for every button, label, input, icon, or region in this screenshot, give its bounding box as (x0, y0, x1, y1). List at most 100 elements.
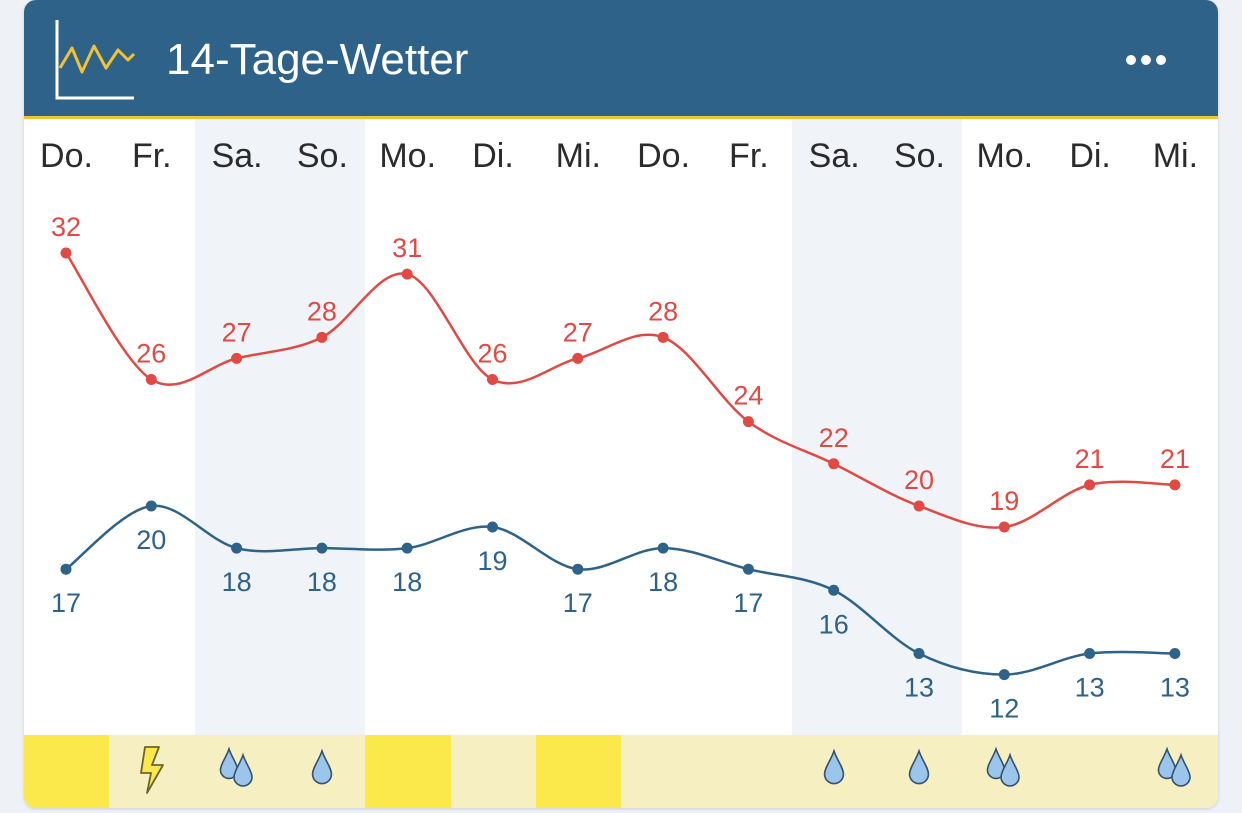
low-temp-label: 18 (648, 567, 678, 597)
more-dots-icon[interactable] (1118, 40, 1174, 80)
low-temp-point (1169, 648, 1181, 660)
day-label: Do. (40, 137, 93, 175)
low-temp-point (316, 542, 328, 554)
weekend-column (877, 119, 963, 735)
condition-cell (365, 735, 451, 808)
low-temp-point (742, 563, 754, 575)
high-temp-label: 24 (733, 381, 763, 411)
double-raindrop-icon (219, 746, 253, 787)
condition-cell (109, 735, 196, 808)
weekend-column (791, 119, 877, 735)
condition-cell (279, 735, 366, 808)
day-label: So. (893, 137, 946, 175)
day-label: Mo. (379, 137, 437, 175)
low-temp-label: 18 (307, 567, 337, 597)
page-title: 14-Tage-Wetter (166, 35, 469, 84)
day-label: Di. (1069, 137, 1111, 175)
low-temp-point (60, 563, 72, 575)
low-temp-label: 17 (51, 588, 81, 618)
high-temp-label: 19 (989, 486, 1019, 516)
high-temp-point (401, 268, 413, 280)
low-temp-label: 17 (563, 588, 593, 618)
day-label: Fr. (729, 137, 769, 175)
day-label: Di. (472, 137, 514, 175)
low-temp-point (1084, 648, 1096, 660)
day-label: Mi. (555, 137, 601, 175)
day-label: Mo. (976, 137, 1034, 175)
double-raindrop-icon (1157, 746, 1191, 787)
high-temp-point (828, 458, 840, 470)
low-temp-label: 13 (1075, 673, 1105, 703)
high-temp-point (145, 373, 157, 385)
low-temp-label: 16 (819, 609, 849, 639)
low-temp-label: 17 (733, 588, 763, 618)
double-raindrop-icon (986, 746, 1021, 787)
low-temp-label: 13 (904, 673, 934, 703)
high-temp-label: 27 (563, 317, 593, 347)
high-temp-label: 26 (477, 338, 507, 368)
low-temp-label: 20 (136, 525, 166, 555)
low-temp-point (998, 669, 1010, 681)
weekend-column (279, 119, 366, 735)
low-temp-point (487, 521, 498, 533)
low-temp-label: 18 (392, 567, 422, 597)
condition-cell (24, 735, 110, 808)
high-temp-point (231, 352, 243, 364)
high-temp-point (998, 521, 1010, 533)
raindrop-icon (908, 748, 930, 785)
lightning-icon (140, 746, 165, 794)
condition-cell (877, 735, 963, 808)
low-temp-point (913, 648, 925, 660)
high-temp-label: 26 (136, 338, 166, 368)
raindrop-icon (823, 748, 844, 785)
condition-cell (791, 735, 878, 808)
low-temp-point (401, 542, 413, 554)
condition-cell (706, 735, 793, 808)
high-temp-label: 21 (1160, 444, 1190, 474)
day-label: Sa. (211, 137, 263, 175)
condition-cell (962, 735, 1049, 808)
low-temp-point (657, 542, 669, 554)
line-chart-icon (55, 20, 136, 100)
low-temp-label: 13 (1160, 673, 1190, 703)
low-temp-label: 18 (222, 567, 252, 597)
high-temp-label: 31 (392, 233, 422, 263)
low-temp-point (572, 563, 584, 575)
raindrop-icon (311, 748, 333, 785)
low-temp-label: 12 (989, 694, 1019, 724)
high-temp-point (657, 331, 669, 343)
high-temp-point (316, 331, 328, 343)
day-label: So. (296, 137, 348, 175)
day-label: Sa. (808, 137, 860, 175)
high-temp-point (1169, 479, 1181, 491)
high-temp-label: 32 (51, 212, 81, 242)
high-temp-label: 22 (819, 423, 849, 453)
low-temp-point (145, 500, 157, 512)
condition-cell (194, 735, 281, 808)
condition-cell (621, 735, 707, 808)
high-temp-label: 20 (904, 465, 934, 495)
weather-card: 14-Tage-Wetter Do. Fr. Sa. So. Mo. Di. Mi. Do. F… (24, 0, 1218, 808)
high-temp-point (487, 373, 498, 385)
low-temp-point (828, 584, 840, 596)
header-accent-line (24, 116, 1218, 119)
condition-cell (450, 735, 537, 808)
condition-cell (1047, 735, 1134, 808)
high-temp-label: 28 (307, 296, 337, 326)
condition-cell (535, 735, 622, 808)
temperature-chart: 32 26 27 28 31 26 27 28 24 22 20 19 21 21 17 20 18 18 18 19… (51, 212, 1190, 724)
high-temp-label: 21 (1075, 444, 1105, 474)
card-header: 14-Tage-Wetter (24, 0, 1218, 116)
day-label: Mi. (1152, 137, 1199, 175)
conditions-strip (24, 735, 1218, 808)
high-temp-point (742, 416, 754, 428)
condition-cell (1132, 735, 1218, 808)
low-temp-label: 19 (477, 546, 507, 576)
day-label: Fr. (131, 137, 172, 175)
weekend-column (194, 119, 280, 735)
high-temp-label: 27 (222, 317, 252, 347)
high-temp-point (60, 247, 72, 259)
high-temp-point (1084, 479, 1096, 491)
low-temp-point (231, 542, 243, 554)
high-temp-point (913, 500, 925, 512)
